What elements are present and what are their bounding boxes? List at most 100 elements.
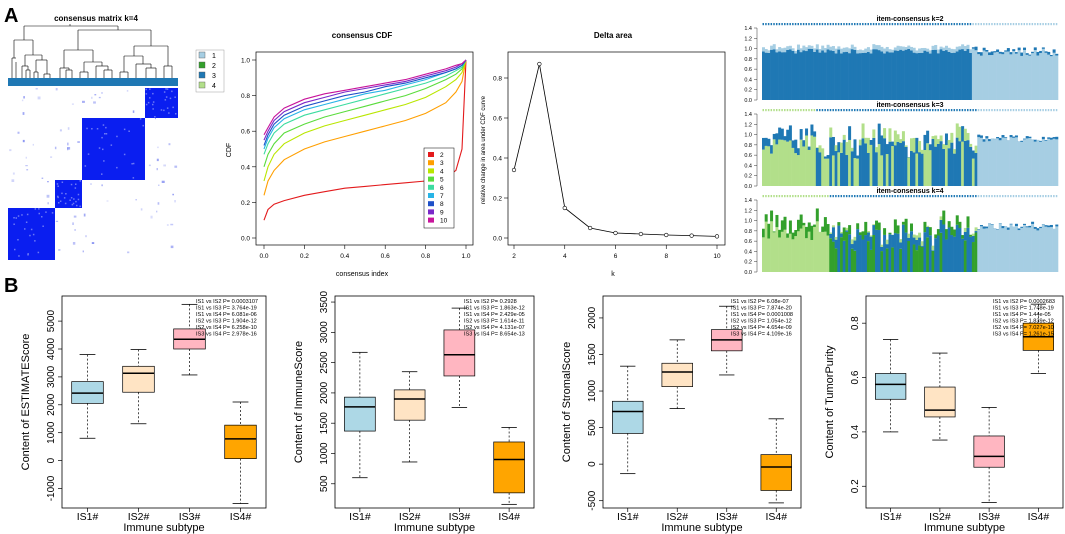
- item-consensus-bar: [1014, 226, 1018, 272]
- item-consensus-bar: [810, 239, 814, 272]
- item-consensus-class-dot: [843, 195, 845, 198]
- heatmap-block-speckle: [17, 215, 20, 217]
- heatmap-noise-cell: [82, 100, 85, 103]
- item-consensus-class-dot: [778, 23, 781, 26]
- item-consensus-class-dot: [824, 109, 826, 112]
- heatmap-block-speckle: [87, 153, 90, 155]
- heatmap-block-speckle: [29, 234, 31, 237]
- item-consensus-class-dot: [789, 23, 791, 26]
- item-consensus-class-dot: [961, 195, 964, 198]
- item-consensus-bar: [963, 227, 967, 232]
- item-consensus-bar: [861, 52, 865, 100]
- item-consensus-class-dot: [875, 23, 878, 26]
- item-consensus-bar: [796, 44, 800, 50]
- item-consensus-bar: [953, 52, 957, 100]
- item-consensus-bar: [834, 248, 838, 272]
- item-consensus-bar: [1052, 137, 1056, 139]
- item-consensus-bar: [807, 222, 811, 232]
- item-consensus-class-dot: [1018, 23, 1020, 26]
- item-consensus-bar: [977, 137, 981, 186]
- heatmap-block-speckle: [79, 180, 81, 182]
- item-consensus-bar: [1031, 51, 1035, 54]
- item-consensus-class-dot: [1028, 195, 1031, 198]
- item-consensus-class-dot: [829, 109, 832, 112]
- item-consensus-class-dot: [913, 23, 915, 26]
- delta-xtick-label: 8: [664, 253, 668, 260]
- item-consensus-bar: [805, 238, 809, 272]
- item-consensus-bar: [826, 224, 830, 236]
- cdf-line-k9: [263, 59, 467, 141]
- item-consensus-class-dot: [969, 109, 972, 112]
- boxplot-ytick-label: -500: [587, 490, 598, 510]
- item-consensus-bar: [837, 222, 841, 226]
- delta-xtick-label: 10: [713, 253, 721, 260]
- item-consensus-class-dot: [867, 23, 869, 26]
- heatmap-block-speckle: [58, 202, 60, 204]
- heatmap-block-speckle: [14, 248, 16, 251]
- boxplot-xtick-label: IS2#: [399, 511, 421, 523]
- heatmap-block-speckle: [15, 217, 17, 219]
- item-consensus-class-dot: [983, 23, 985, 26]
- item-consensus-class-dot: [1015, 109, 1017, 112]
- item-consensus-class-dot: [867, 109, 869, 112]
- heatmap-block-speckle: [164, 99, 167, 101]
- item-consensus-bar: [928, 50, 932, 54]
- item-consensus-class-dot: [929, 195, 931, 198]
- item-consensus-bar: [910, 50, 913, 100]
- item-consensus-class-dot: [915, 23, 918, 26]
- item-consensus-class-dot: [762, 109, 764, 112]
- item-consensus-bar: [837, 142, 841, 153]
- item-consensus-class-dot: [862, 195, 864, 198]
- item-consensus-bar: [1028, 54, 1032, 56]
- item-consensus-bar: [1047, 138, 1051, 186]
- item-consensus-class-dot: [897, 23, 899, 26]
- item-consensus-bar: [810, 48, 814, 100]
- boxplot-box: [493, 441, 525, 494]
- item-consensus-bar: [904, 49, 908, 100]
- item-consensus-bar: [796, 219, 800, 232]
- item-consensus-ytick-label: 0.4: [744, 163, 752, 169]
- item-consensus-bar: [977, 229, 981, 230]
- item-consensus-bar: [880, 247, 884, 252]
- item-consensus-class-dot: [1036, 109, 1039, 112]
- item-consensus-bar: [813, 48, 817, 52]
- item-consensus-class-dot: [883, 23, 886, 26]
- item-consensus-class-dot: [878, 109, 880, 112]
- heatmap-block-speckle: [166, 88, 169, 90]
- item-consensus-bar: [783, 216, 787, 230]
- item-consensus-class-dot: [975, 195, 977, 198]
- heatmap-noise-cell: [73, 215, 77, 218]
- item-consensus-bar: [799, 214, 803, 229]
- item-consensus-bar: [815, 147, 819, 186]
- cluster-legend-label: 4: [212, 83, 216, 90]
- item-consensus-bar: [936, 49, 940, 54]
- item-consensus-class-dot: [800, 195, 802, 198]
- cdf-panel: consensus CDF 0.0 0.2 0.4 0.6 0.8 1.00.00.20.…: [226, 31, 474, 278]
- heatmap-noise-cell: [106, 200, 109, 202]
- item-consensus-class-dot: [940, 195, 942, 198]
- heatmap: [8, 88, 178, 260]
- item-consensus-class-dot: [819, 23, 821, 26]
- item-consensus-bar: [926, 143, 930, 186]
- item-consensus-bar: [969, 49, 973, 53]
- heatmap-noise-cell: [157, 146, 159, 149]
- boxplot-ytick-label: 2000: [319, 381, 330, 404]
- heatmap-block-speckle: [70, 197, 73, 199]
- boxplot-ytick-label: -1000: [46, 475, 57, 501]
- item-consensus-class-dot: [1034, 23, 1036, 26]
- item-consensus-bar: [842, 240, 846, 272]
- item-consensus-bar: [1055, 136, 1059, 140]
- item-consensus-class-dot: [845, 23, 848, 26]
- item-consensus-bar: [834, 236, 838, 240]
- item-consensus-bar: [893, 47, 897, 51]
- item-consensus-bar: [807, 48, 811, 100]
- item-consensus-bar: [1036, 51, 1040, 56]
- item-consensus-bar: [961, 49, 965, 100]
- item-consensus-bar: [893, 233, 897, 272]
- boxplot-pvalue: IS2 vs IS3 P= 1.614e-11: [464, 319, 524, 325]
- heatmap-block-speckle: [57, 196, 59, 199]
- item-consensus-bar: [931, 250, 935, 272]
- item-consensus-bar: [896, 233, 900, 272]
- item-consensus-bar: [974, 46, 978, 51]
- item-consensus-bar: [1001, 54, 1005, 100]
